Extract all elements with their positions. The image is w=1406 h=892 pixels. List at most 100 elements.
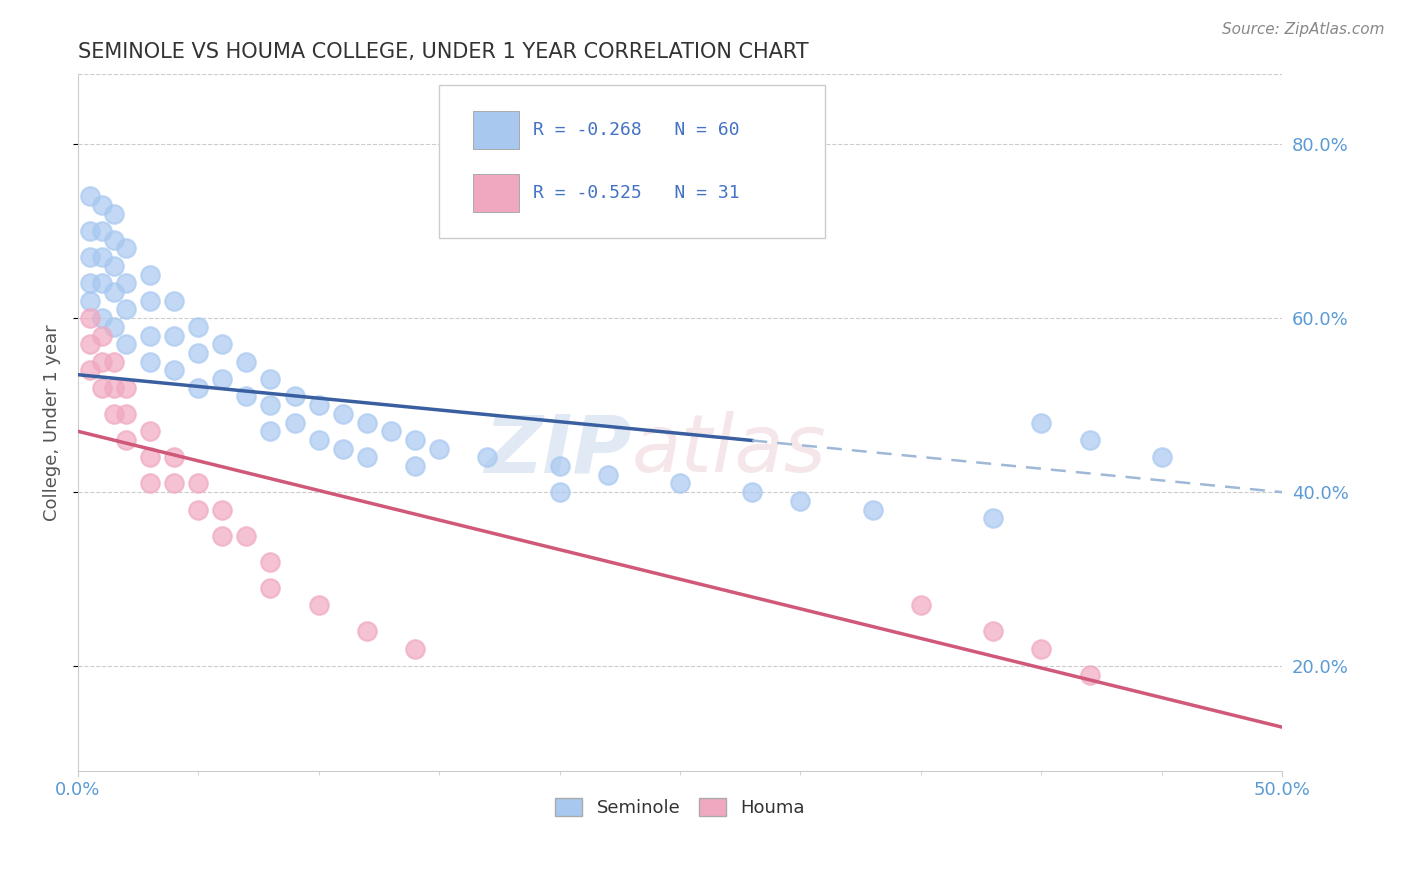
Point: [596, 467, 619, 482]
Point: [163, 363, 186, 377]
Point: [139, 328, 162, 343]
Point: [103, 259, 125, 273]
Point: [308, 398, 330, 412]
Point: [115, 337, 138, 351]
Point: [308, 433, 330, 447]
Point: [211, 502, 233, 516]
Point: [103, 354, 125, 368]
Point: [103, 233, 125, 247]
Point: [163, 293, 186, 308]
Point: [103, 285, 125, 299]
Point: [259, 555, 281, 569]
Text: SEMINOLE VS HOUMA COLLEGE, UNDER 1 YEAR CORRELATION CHART: SEMINOLE VS HOUMA COLLEGE, UNDER 1 YEAR …: [77, 42, 808, 62]
Point: [741, 485, 763, 500]
Point: [284, 416, 307, 430]
Point: [187, 502, 209, 516]
Point: [163, 476, 186, 491]
Point: [1031, 416, 1053, 430]
Point: [404, 433, 426, 447]
Point: [187, 381, 209, 395]
Point: [115, 302, 138, 317]
Legend: Seminole, Houma: Seminole, Houma: [548, 790, 811, 824]
Point: [1150, 450, 1173, 465]
Point: [427, 442, 450, 456]
Point: [235, 389, 257, 403]
Point: [1078, 668, 1101, 682]
Point: [380, 424, 402, 438]
Point: [862, 502, 884, 516]
Point: [163, 328, 186, 343]
Point: [79, 277, 101, 291]
Point: [259, 424, 281, 438]
Point: [103, 381, 125, 395]
Point: [477, 450, 499, 465]
Point: [548, 485, 571, 500]
Text: ZIP: ZIP: [485, 411, 631, 490]
Point: [235, 354, 257, 368]
Point: [211, 529, 233, 543]
Point: [1078, 433, 1101, 447]
Point: [332, 407, 354, 421]
Point: [115, 277, 138, 291]
Point: [90, 277, 112, 291]
Point: [139, 293, 162, 308]
FancyBboxPatch shape: [472, 111, 519, 149]
Point: [404, 459, 426, 474]
Point: [115, 407, 138, 421]
Point: [356, 450, 378, 465]
Point: [79, 363, 101, 377]
Text: atlas: atlas: [631, 411, 827, 490]
Point: [90, 250, 112, 264]
Point: [1031, 641, 1053, 656]
Point: [90, 354, 112, 368]
Point: [259, 581, 281, 595]
Point: [79, 224, 101, 238]
Point: [211, 372, 233, 386]
Point: [90, 381, 112, 395]
Point: [981, 511, 1004, 525]
Point: [259, 372, 281, 386]
Point: [187, 319, 209, 334]
Point: [115, 381, 138, 395]
Point: [356, 416, 378, 430]
Point: [103, 407, 125, 421]
FancyBboxPatch shape: [439, 85, 824, 238]
Point: [308, 599, 330, 613]
Point: [789, 494, 811, 508]
Point: [79, 311, 101, 326]
Point: [90, 328, 112, 343]
Point: [115, 433, 138, 447]
Point: [90, 198, 112, 212]
Point: [235, 529, 257, 543]
Point: [115, 242, 138, 256]
Point: [139, 450, 162, 465]
Point: [356, 624, 378, 639]
Text: R = -0.268   N = 60: R = -0.268 N = 60: [533, 121, 740, 139]
Point: [548, 459, 571, 474]
Point: [139, 424, 162, 438]
Point: [103, 319, 125, 334]
Point: [90, 311, 112, 326]
Point: [79, 250, 101, 264]
Point: [79, 189, 101, 203]
Text: R = -0.525   N = 31: R = -0.525 N = 31: [533, 184, 740, 202]
Point: [90, 224, 112, 238]
Text: Source: ZipAtlas.com: Source: ZipAtlas.com: [1222, 22, 1385, 37]
Point: [187, 476, 209, 491]
Point: [211, 337, 233, 351]
Point: [139, 354, 162, 368]
Point: [332, 442, 354, 456]
Point: [669, 476, 692, 491]
FancyBboxPatch shape: [472, 174, 519, 212]
Y-axis label: College, Under 1 year: College, Under 1 year: [44, 324, 60, 521]
Point: [79, 337, 101, 351]
Point: [910, 599, 932, 613]
Point: [259, 398, 281, 412]
Point: [404, 641, 426, 656]
Point: [139, 476, 162, 491]
Point: [139, 268, 162, 282]
Point: [284, 389, 307, 403]
Point: [103, 207, 125, 221]
Point: [163, 450, 186, 465]
Point: [187, 346, 209, 360]
